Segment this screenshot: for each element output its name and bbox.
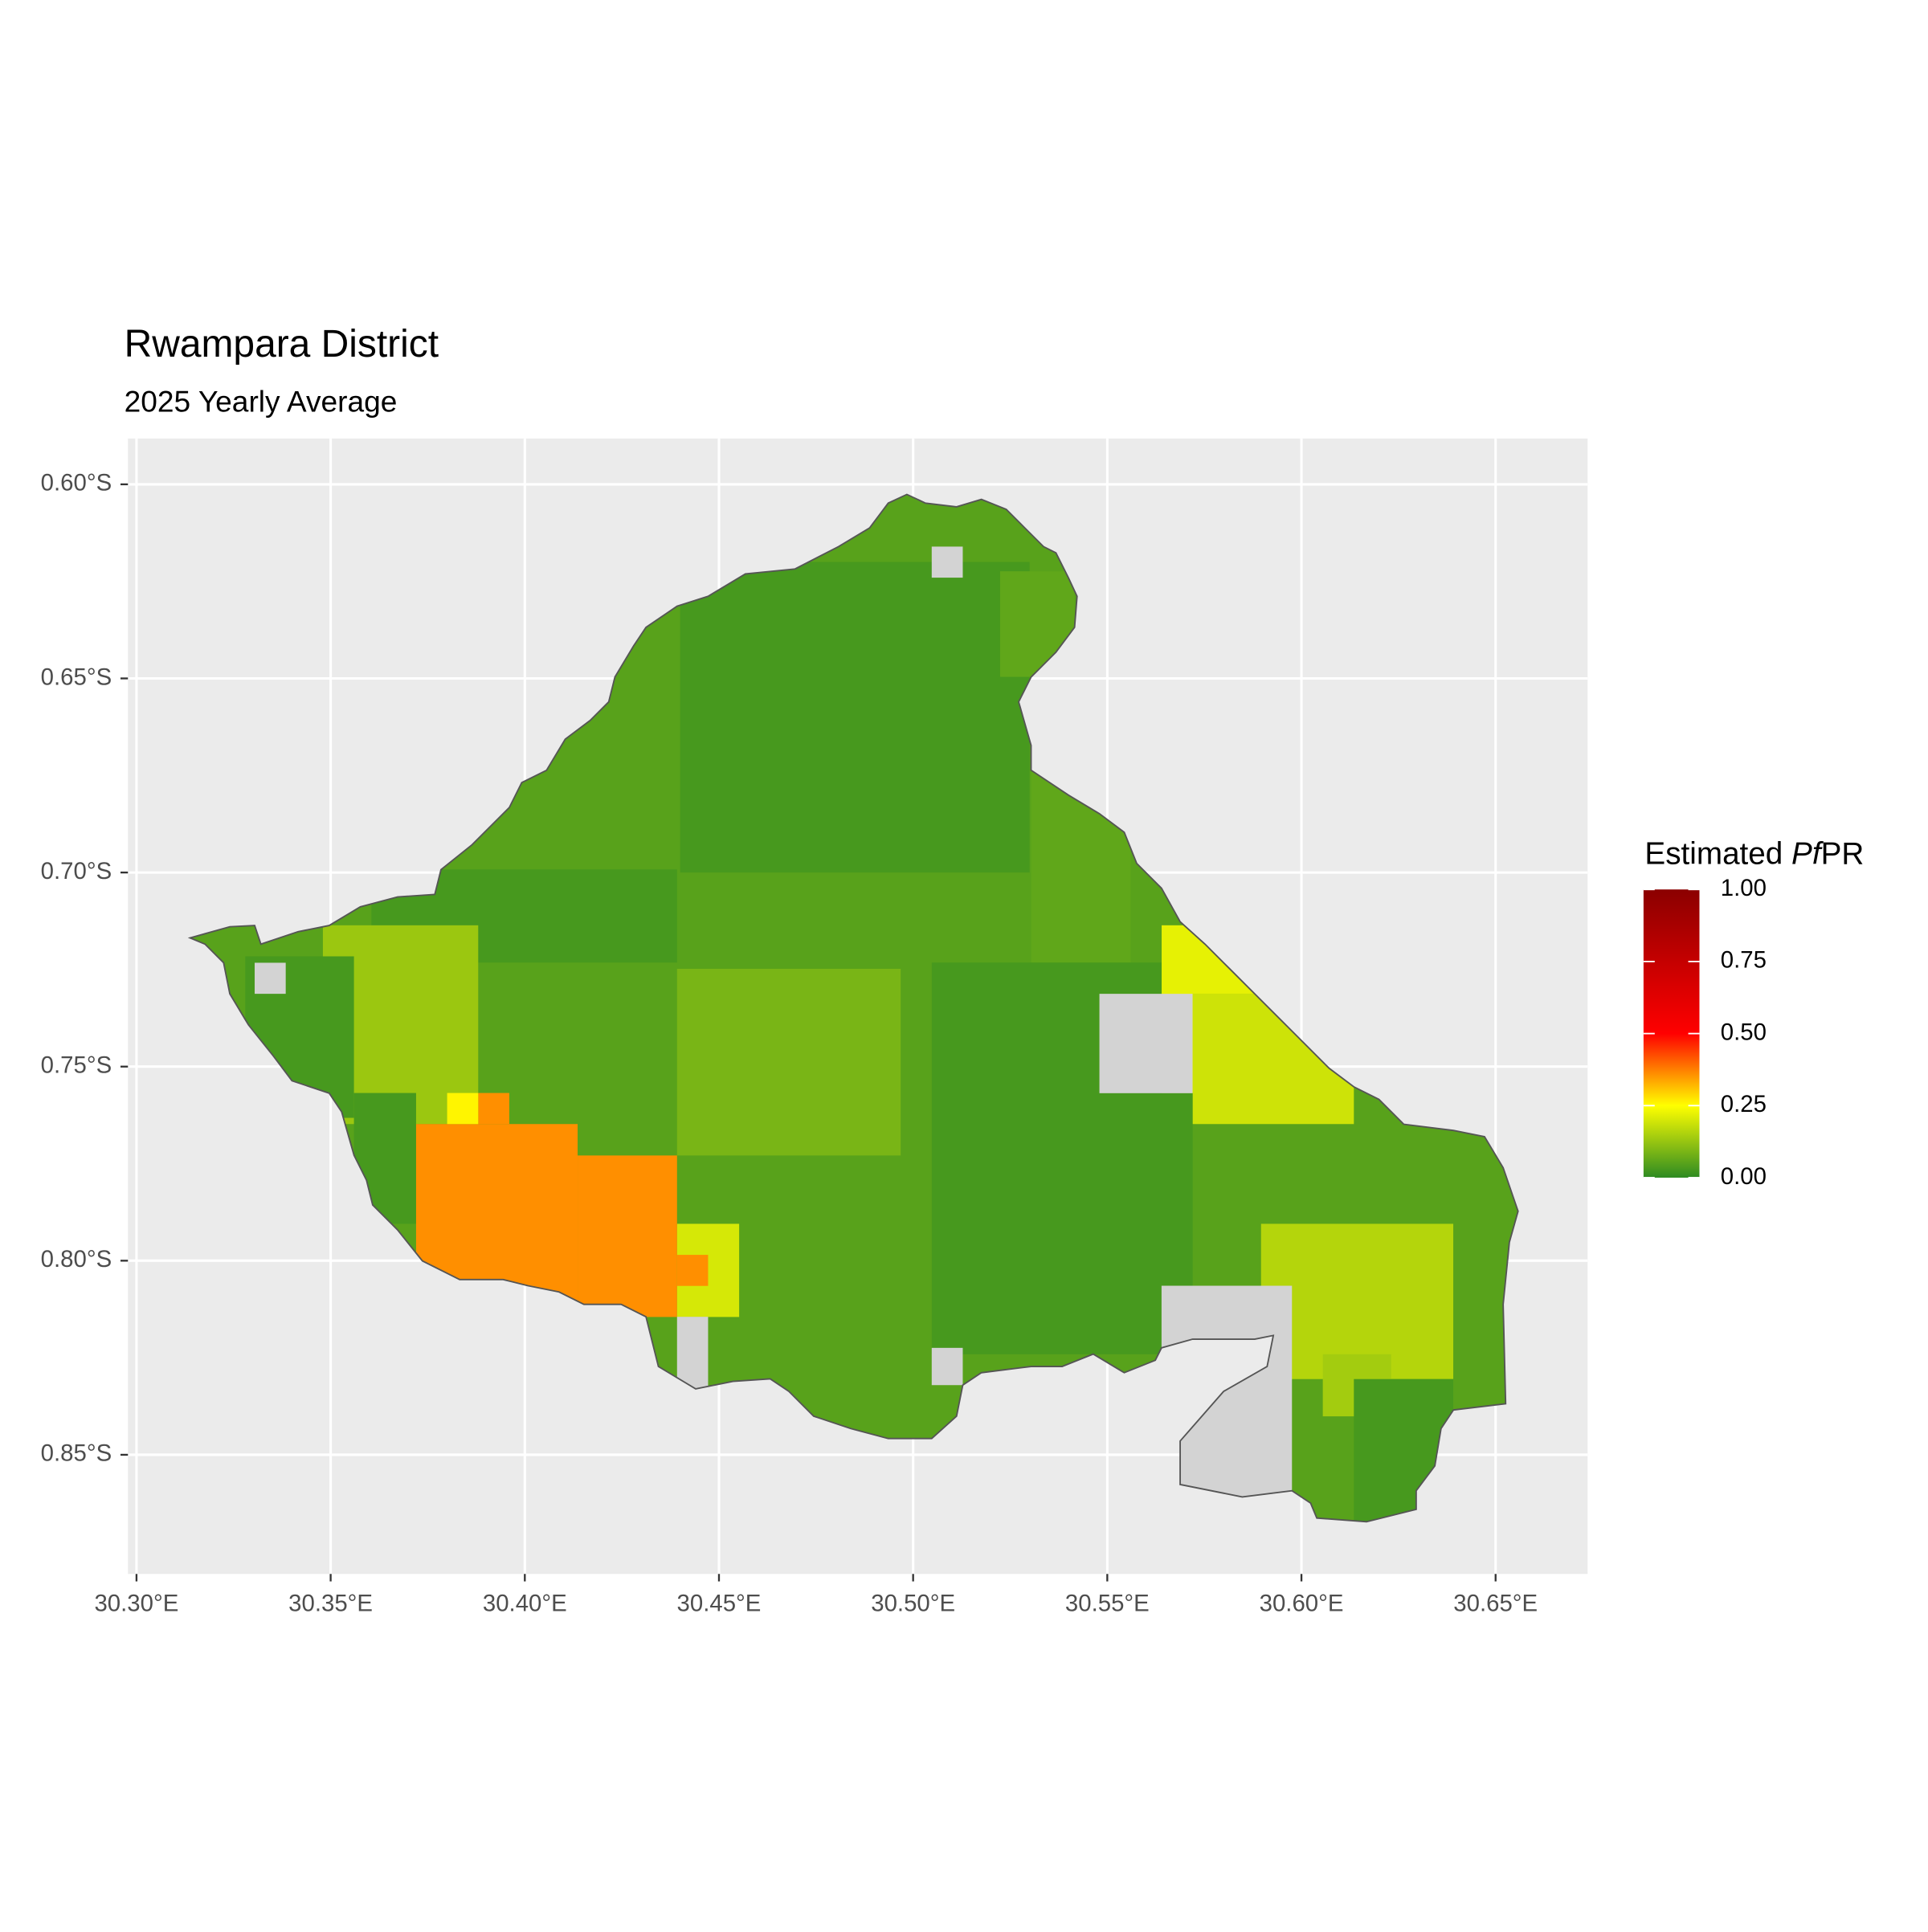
legend-tick-label: 1.00 xyxy=(1721,875,1767,901)
raster-cell xyxy=(478,1093,509,1125)
chart-subtitle: 2025 Yearly Average xyxy=(125,384,398,418)
x-tick-label: 30.55°E xyxy=(1065,1591,1150,1617)
axes: 30.30°E 30.35°E 30.40°E 30.45°E 30.50°E 30.55… xyxy=(41,470,1538,1617)
raster-cell xyxy=(578,1155,677,1317)
x-tick-label: 30.30°E xyxy=(94,1591,178,1617)
legend: Estimated PfPR 0.00 0.25 0.50 0.75 1.00 xyxy=(1643,837,1864,1190)
x-tick-label: 30.40°E xyxy=(483,1591,567,1617)
raster-cell xyxy=(680,562,1030,873)
no-data-gap xyxy=(931,546,963,578)
x-tick-label: 30.45°E xyxy=(677,1591,762,1617)
x-tick-label: 30.65°E xyxy=(1453,1591,1538,1617)
chart-title: Rwampara District xyxy=(125,323,439,366)
raster-cell xyxy=(676,968,901,1156)
raster-cell xyxy=(1260,1223,1454,1379)
y-tick-label: 0.80°S xyxy=(41,1246,112,1272)
legend-title: Estimated PfPR xyxy=(1644,837,1864,872)
legend-title-part: Pf xyxy=(1791,837,1824,872)
no-data-gap xyxy=(676,1317,709,1391)
x-tick-label: 30.50°E xyxy=(871,1591,955,1617)
y-tick-label: 0.65°S xyxy=(41,664,112,690)
legend-title-part: Estimated xyxy=(1644,837,1791,872)
no-data-gap xyxy=(931,1347,963,1386)
legend-tick-label: 0.50 xyxy=(1721,1019,1767,1045)
legend-tick-label: 0.75 xyxy=(1721,947,1767,974)
raster-cell xyxy=(447,1093,479,1125)
x-tick-label: 30.35°E xyxy=(288,1591,373,1617)
legend-title-part: PR xyxy=(1821,837,1865,872)
y-tick-label: 0.85°S xyxy=(41,1440,112,1467)
y-tick-label: 0.60°S xyxy=(41,470,112,496)
x-tick-label: 30.60°E xyxy=(1260,1591,1344,1617)
no-data-gap xyxy=(1099,994,1193,1093)
raster-cell xyxy=(676,1255,709,1286)
y-tick-label: 0.70°S xyxy=(41,858,112,884)
y-tick-label: 0.75°S xyxy=(41,1052,112,1078)
legend-tick-label: 0.00 xyxy=(1721,1163,1767,1190)
legend-tick-label: 0.25 xyxy=(1721,1091,1767,1117)
no-data-gap xyxy=(255,962,286,995)
plot: Rwampara District 2025 Yearly Average 30… xyxy=(41,323,1865,1617)
